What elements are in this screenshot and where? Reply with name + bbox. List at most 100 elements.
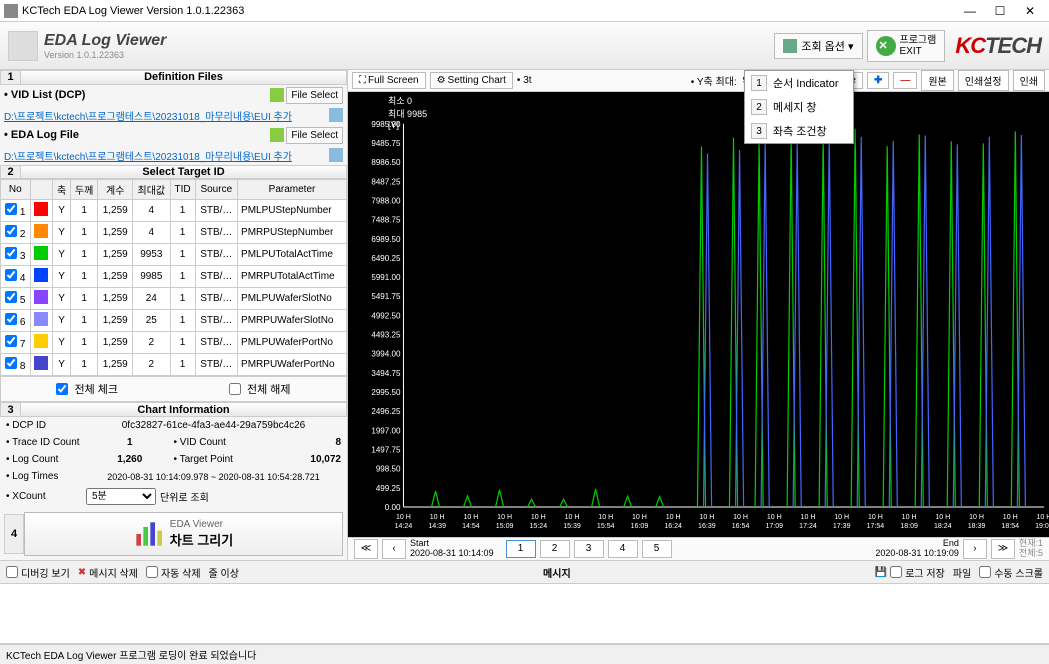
svg-text:10 H: 10 H — [1037, 514, 1049, 521]
page-number-button[interactable]: 2 — [540, 540, 570, 558]
section-2-title: Select Target ID — [21, 166, 346, 178]
table-row[interactable]: 1 Y11,25941STB/…PMLPUStepNumber — [1, 200, 347, 222]
check-all-button[interactable]: 전체 체크 — [1, 377, 174, 401]
table-row[interactable]: 3 Y11,25999531STB/…PMLPUTotalActTime — [1, 244, 347, 266]
dropdown-item-indicator[interactable]: 1 순서 Indicator — [745, 71, 853, 95]
fullscreen-label: Full Screen — [368, 75, 419, 86]
svg-text:19:09: 19:09 — [1035, 523, 1049, 530]
page-number-button[interactable]: 4 — [608, 540, 638, 558]
check-row: 전체 체크 전체 해제 — [0, 376, 347, 402]
table-header: No — [1, 180, 31, 200]
chart-area[interactable]: 최소 0 최대 9985 [Y] 9985.009485.758986.5084… — [348, 92, 1049, 537]
vscroll-checkbox[interactable] — [979, 566, 991, 578]
delete-message-button[interactable]: ✖메시지 삭제 — [78, 565, 138, 580]
row-checkbox[interactable] — [5, 291, 17, 303]
main-area: 1 Definition Files • VID List (DCP) File… — [0, 70, 1049, 560]
table-row[interactable]: 7 Y11,25921STB/…PMLPUWaferPortNo — [1, 332, 347, 354]
exit-button[interactable]: ✕ 프로그램 EXIT — [867, 30, 946, 62]
print-button[interactable]: 인쇄 — [1013, 70, 1045, 91]
table-row[interactable]: 5 Y11,259241STB/…PMLPUWaferSlotNo — [1, 288, 347, 310]
svg-text:16:09: 16:09 — [631, 523, 649, 530]
pager-next-button[interactable]: › — [963, 539, 987, 559]
chart-icon — [134, 520, 162, 548]
pager-current-value: 1 — [1038, 538, 1043, 548]
print-setting-button[interactable]: 인쇄설정 — [958, 70, 1009, 91]
eda-open-icon[interactable] — [329, 148, 343, 162]
row-checkbox[interactable] — [5, 335, 17, 347]
debug-checkbox[interactable] — [6, 566, 18, 578]
dropdown-item-message[interactable]: 2 메세지 창 — [745, 95, 853, 119]
pager-prev-button[interactable]: ‹ — [382, 539, 406, 559]
uncheck-all-button[interactable]: 전체 해제 — [174, 377, 347, 401]
eda-file-select-button[interactable]: File Select — [286, 127, 343, 144]
table-row[interactable]: 2 Y11,25941STB/…PMRPUStepNumber — [1, 222, 347, 244]
vid-open-icon[interactable] — [329, 108, 343, 122]
row-checkbox[interactable] — [5, 247, 17, 259]
plus-button[interactable]: ✚ — [867, 72, 889, 89]
svg-text:14:39: 14:39 — [428, 523, 446, 530]
setting-chart-button[interactable]: ⚙Setting Chart — [430, 72, 513, 89]
vid-file-path[interactable]: D:\프로젝트\kctech\프로그램테스트\20231018_마무리내용\EU… — [4, 108, 327, 123]
view-options-button[interactable]: 조회 옵션 ▾ — [774, 33, 862, 59]
minus-button[interactable]: — — [893, 72, 917, 89]
section-3-header: 3 Chart Information — [0, 402, 347, 417]
eda-log-label: • EDA Log File — [4, 129, 79, 141]
svg-text:17:24: 17:24 — [799, 523, 817, 530]
row-checkbox[interactable] — [5, 225, 17, 237]
file-button[interactable]: 파일 — [953, 565, 971, 580]
row-checkbox[interactable] — [5, 313, 17, 325]
svg-text:10 H: 10 H — [430, 514, 445, 521]
page-number-button[interactable]: 1 — [506, 540, 536, 558]
table-row[interactable]: 4 Y11,25999851STB/…PMRPUTotalActTime — [1, 266, 347, 288]
svg-text:14:54: 14:54 — [462, 523, 480, 530]
svg-text:10 H: 10 H — [396, 514, 411, 521]
row-checkbox[interactable] — [5, 203, 17, 215]
maximize-button[interactable]: ☐ — [985, 1, 1015, 21]
svg-text:1497.75: 1497.75 — [371, 446, 401, 455]
status-bar: KCTech EDA Log Viewer 프로그램 로딩이 완료 되었습니다 — [0, 644, 1049, 664]
header-logo-icon — [8, 31, 38, 61]
exit-label: 프로그램 EXIT — [900, 35, 937, 57]
eda-file-path[interactable]: D:\프로젝트\kctech\프로그램테스트\20231018_마무리내용\EU… — [4, 148, 327, 163]
svg-text:10 H: 10 H — [632, 514, 647, 521]
xcount-select[interactable]: 5분 — [86, 488, 156, 505]
ymax-label: • Y축 최대: — [691, 73, 737, 88]
save-log-button[interactable]: 💾로그 저장 — [875, 565, 945, 580]
svg-text:3494.75: 3494.75 — [371, 369, 401, 378]
vid-count-label: • VID Count — [174, 437, 254, 448]
trace-count-value: 1 — [86, 437, 174, 448]
pager-first-button[interactable]: ≪ — [354, 539, 378, 559]
section-1-title: Definition Files — [21, 71, 346, 83]
draw-chart-button[interactable]: EDA Viewer 차트 그리기 — [24, 512, 343, 556]
table-row[interactable]: 8 Y11,25921STB/…PMRPUWaferPortNo — [1, 354, 347, 376]
color-swatch — [34, 268, 48, 282]
debug-label: 디버깅 보기 — [21, 565, 70, 580]
uncheck-all-box[interactable] — [229, 383, 241, 395]
view-options-label: 조회 옵션 ▾ — [801, 38, 853, 54]
pager-last-button[interactable]: ≫ — [991, 539, 1015, 559]
log-times-value: 2020-08-31 10:14:09.978 ~ 2020-08-31 10:… — [86, 472, 341, 482]
row-checkbox[interactable] — [5, 269, 17, 281]
vid-file-select-button[interactable]: File Select — [286, 87, 343, 104]
fullscreen-button[interactable]: ⛶Full Screen — [352, 72, 426, 89]
row-checkbox[interactable] — [5, 357, 17, 369]
svg-text:10 H: 10 H — [801, 514, 816, 521]
table-row[interactable]: 6 Y11,259251STB/…PMRPUWaferSlotNo — [1, 310, 347, 332]
kctech-logo: KCTECH — [955, 33, 1041, 59]
delete-message-label: 메시지 삭제 — [89, 565, 138, 580]
dropdown-item-leftpanel[interactable]: 3 좌측 조건창 — [745, 119, 853, 143]
minimize-button[interactable]: — — [955, 1, 985, 21]
xcount-label: • XCount — [6, 491, 86, 502]
close-button[interactable]: ✕ — [1015, 1, 1045, 21]
original-button[interactable]: 원본 — [921, 70, 953, 91]
table-header: TID — [170, 180, 195, 200]
right-panel: ⛶Full Screen ⚙Setting Chart • 3t • Y축 최대… — [348, 70, 1049, 560]
color-swatch — [34, 290, 48, 304]
save-log-checkbox[interactable] — [890, 566, 902, 578]
page-number-button[interactable]: 5 — [642, 540, 672, 558]
page-number-button[interactable]: 3 — [574, 540, 604, 558]
table-header: 계수 — [98, 180, 133, 200]
svg-text:8986.50: 8986.50 — [371, 158, 401, 167]
auto-delete-checkbox[interactable] — [146, 566, 158, 578]
check-all-box[interactable] — [56, 383, 68, 395]
